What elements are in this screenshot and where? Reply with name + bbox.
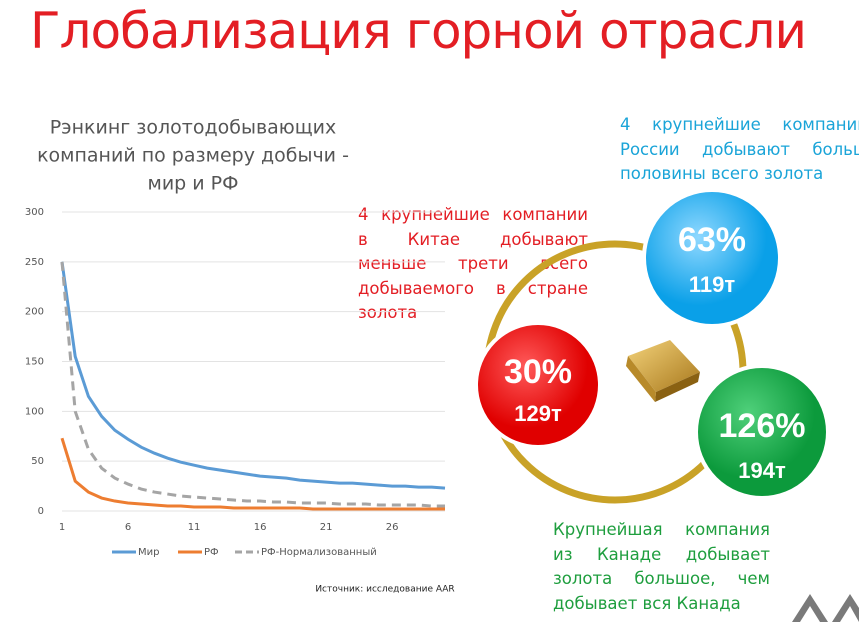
- note-line: меньше трети всего: [358, 254, 588, 273]
- slide-title: Глобализация горной отрасли: [30, 2, 807, 60]
- y-tick-label: 200: [25, 307, 44, 318]
- x-tick-label: 21: [320, 522, 333, 533]
- circle-canada: [694, 364, 830, 500]
- x-tick-label: 26: [386, 522, 399, 533]
- circle-percent: 30%: [504, 353, 572, 391]
- chart-title: Рэнкинг золотодобывающих: [50, 117, 337, 139]
- x-tick-label: 16: [254, 522, 267, 533]
- note-line: Крупнейшая компания: [553, 520, 770, 539]
- note-line: золота большое, чем: [553, 569, 770, 588]
- russia-note: 4 крупнейшие компании России добывают бо…: [620, 113, 859, 187]
- note-line: в Китае добывают: [358, 229, 588, 249]
- note-line: 4 крупнейшие компании: [620, 115, 859, 134]
- series-line: [60, 261, 446, 490]
- note-line: из Канаде добывает: [553, 544, 770, 564]
- series-line: [60, 261, 445, 508]
- china-note: 4 крупнейшие компании в Китае добывают м…: [358, 203, 588, 326]
- x-tick-label: 11: [188, 522, 201, 533]
- source: Источник: исследование AAR: [315, 585, 454, 595]
- circle-china: [474, 321, 602, 449]
- legend-label: РФ-Нормализованный: [261, 547, 377, 558]
- chart-title: компаний по размеру добычи -: [37, 145, 349, 167]
- x-tick-label: 6: [125, 522, 131, 533]
- note-line: России добывают больш: [620, 139, 859, 159]
- logo: [792, 594, 859, 622]
- y-tick-label: 100: [25, 406, 44, 417]
- series-line: [60, 437, 445, 511]
- y-tick-label: 50: [31, 456, 44, 467]
- circle-percent: 63%: [678, 221, 746, 259]
- note-line: половины всего золота: [620, 164, 824, 183]
- y-tick-label: 300: [25, 207, 44, 218]
- circle-tons: 194т: [738, 458, 786, 483]
- legend-label: РФ: [204, 547, 219, 558]
- legend-label: Мир: [138, 547, 159, 558]
- y-tick-label: 250: [25, 257, 44, 268]
- circle-percent: 126%: [719, 407, 806, 445]
- x-tick-label: 1: [59, 522, 65, 533]
- note-line: добывает вся Канада: [553, 593, 741, 613]
- chart-title: мир и РФ: [148, 173, 239, 195]
- note-line: золота: [358, 303, 418, 322]
- note-line: 4 крупнейшие компании: [358, 205, 588, 224]
- circle-russia: [642, 188, 782, 328]
- canada-note: Крупнейшая компания из Канаде добывает з…: [553, 518, 770, 616]
- gold-bar: [626, 340, 700, 402]
- circle-tons: 119т: [689, 272, 735, 297]
- y-tick-label: 150: [25, 357, 44, 368]
- y-tick-label: 0: [38, 506, 44, 517]
- note-line: добываемого в стране: [358, 278, 588, 298]
- circle-tons: 129т: [514, 401, 562, 426]
